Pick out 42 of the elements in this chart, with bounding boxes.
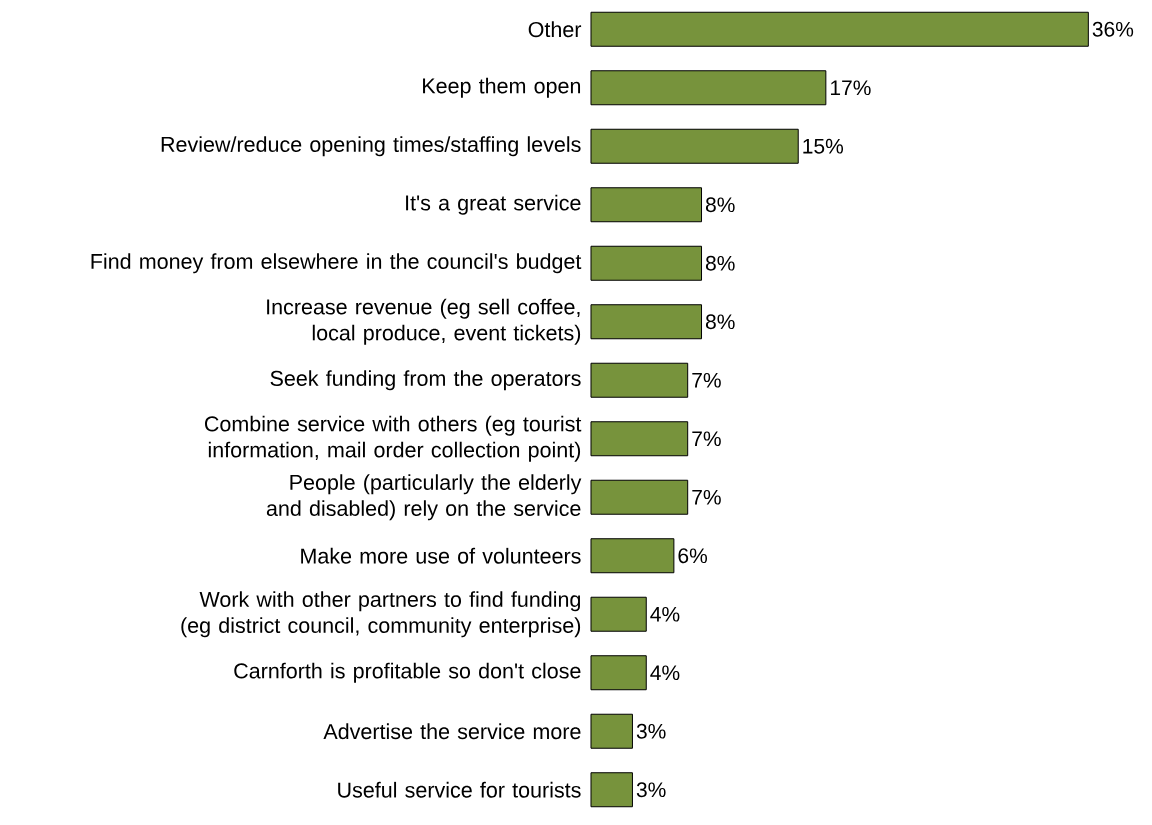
data-label: 6% [678, 548, 708, 564]
bar [590, 304, 703, 340]
data-label: 36% [1092, 21, 1134, 37]
bar [590, 772, 633, 808]
y-tick-label: Other [528, 21, 582, 38]
data-label: 8% [705, 255, 735, 271]
data-label: 4% [650, 665, 680, 681]
data-label: 3% [636, 723, 666, 739]
y-tick-label: Useful service for tourists [338, 781, 581, 798]
bar [590, 187, 703, 223]
y-tick-label: Increase revenue (eg sell coffee, local produce, event tickets) [267, 298, 581, 345]
data-label: 4% [650, 606, 680, 622]
bar [590, 596, 647, 632]
data-label: 3% [636, 782, 666, 798]
y-tick-label: Seek funding from the operators [270, 370, 581, 391]
bar [590, 245, 703, 281]
data-label: 7% [692, 489, 721, 505]
bar [590, 128, 799, 164]
data-label: 17% [830, 80, 871, 96]
y-tick-label: Work with other partners to find funding (eg district council, community enterprise) [181, 591, 581, 638]
bar [590, 11, 1089, 47]
data-label: 15% [803, 138, 844, 154]
y-tick-label: Carnforth is profitable so don't close [234, 662, 581, 683]
bar [590, 479, 689, 515]
bar [590, 713, 633, 749]
y-tick-label: Keep them open [423, 77, 581, 98]
y-tick-label: Advertise the service more [323, 723, 581, 740]
data-label: 8% [705, 197, 735, 213]
bar [590, 362, 689, 398]
data-label: 7% [692, 431, 721, 447]
y-tick-label: Combine service with others (eg tourist information, mail order collection point) [204, 415, 582, 462]
bar [590, 421, 689, 457]
y-tick-label: Find money from elsewhere in the council's budget [91, 253, 582, 274]
data-label: 7% [692, 372, 721, 388]
data-label: 8% [705, 314, 735, 330]
y-tick-label: It's a great service [406, 194, 581, 215]
bar [590, 70, 827, 106]
bar [590, 655, 647, 691]
y-tick-label: Make more use of volunteers [301, 547, 581, 564]
y-tick-label: Review/reduce opening times/staffing levels [161, 136, 581, 157]
bar [590, 538, 675, 574]
y-tick-label: People (particularly the elderly and disabled) rely on the service [266, 474, 582, 521]
